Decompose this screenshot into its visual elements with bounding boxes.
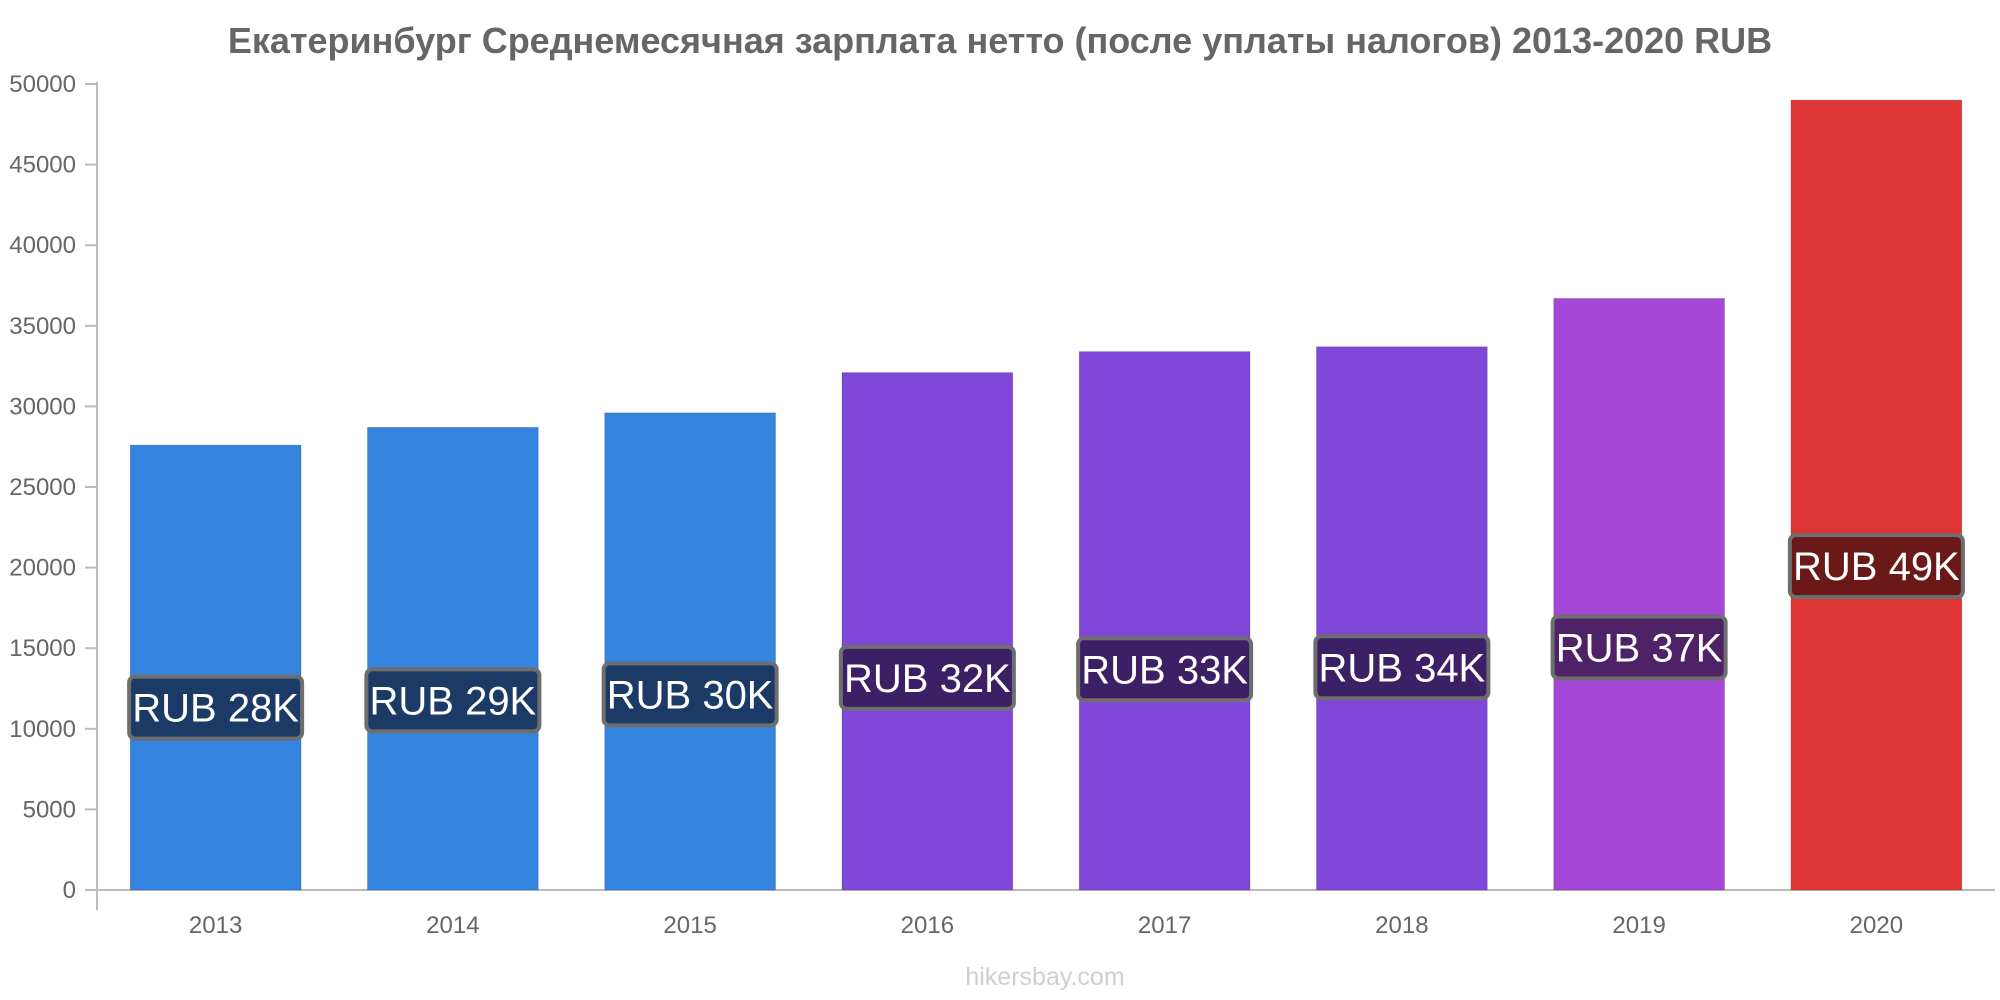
chart-title: Екатеринбург Среднемесячная зарплата нет… <box>228 20 1772 61</box>
data-label-box <box>838 644 1016 711</box>
y-axis: 0 5000 10000 15000 20000 25000 30000 35000 40000… <box>9 71 98 910</box>
data-label-box <box>1076 636 1254 703</box>
y-tick-label: 45000 <box>9 152 76 179</box>
bar-2019 <box>1553 297 1726 891</box>
y-tick-label: 5000 <box>23 796 76 823</box>
x-tick-label: 2015 <box>663 912 716 939</box>
y-tick-label: 50000 <box>9 71 76 98</box>
y-tick-label: 35000 <box>9 313 76 340</box>
data-label-box <box>601 661 779 728</box>
data-label-box <box>1313 634 1491 701</box>
bar-2015 <box>604 412 777 891</box>
bar-2018 <box>1315 346 1488 891</box>
bar-2014 <box>366 426 539 891</box>
y-tick-label: 10000 <box>9 716 76 743</box>
data-label: RUB 28K <box>132 687 299 731</box>
data-label-box <box>364 667 542 734</box>
bar-2017 <box>1078 351 1251 891</box>
bars <box>129 99 1963 891</box>
x-tick-label: 2019 <box>1612 912 1665 939</box>
y-tick-label: 30000 <box>9 393 76 420</box>
data-label-box <box>1787 533 1965 600</box>
bar-2016 <box>841 372 1014 891</box>
data-label: RUB 37K <box>1556 626 1723 670</box>
data-label: RUB 29K <box>370 679 537 723</box>
x-axis: 2013 2014 2015 2016 2017 2018 2019 2020 <box>97 889 1995 939</box>
data-label-box <box>1550 614 1728 681</box>
bar-2013 <box>129 444 302 891</box>
y-tick-label: 40000 <box>9 232 76 259</box>
bar-2020 <box>1790 99 1963 891</box>
data-label: RUB 33K <box>1081 648 1248 692</box>
y-tick-label: 25000 <box>9 474 76 501</box>
x-tick-label: 2016 <box>901 912 954 939</box>
data-label: RUB 34K <box>1319 646 1486 690</box>
x-tick-label: 2018 <box>1375 912 1428 939</box>
x-tick-label: 2020 <box>1850 912 1903 939</box>
y-tick-label: 0 <box>63 877 76 904</box>
data-label-box <box>127 674 305 741</box>
data-label: RUB 30K <box>607 673 774 717</box>
data-label: RUB 49K <box>1793 545 1960 589</box>
data-labels: RUB 28K RUB 29K RUB 30K RUB 32K RUB 33K RUB 3… <box>127 533 1965 741</box>
x-tick-label: 2013 <box>189 912 242 939</box>
data-label: RUB 32K <box>844 657 1011 701</box>
y-tick-label: 20000 <box>9 555 76 582</box>
y-tick-label: 15000 <box>9 635 76 662</box>
footer-source: hikersbay.com <box>965 963 1124 991</box>
x-tick-label: 2014 <box>426 912 479 939</box>
x-tick-label: 2017 <box>1138 912 1191 939</box>
